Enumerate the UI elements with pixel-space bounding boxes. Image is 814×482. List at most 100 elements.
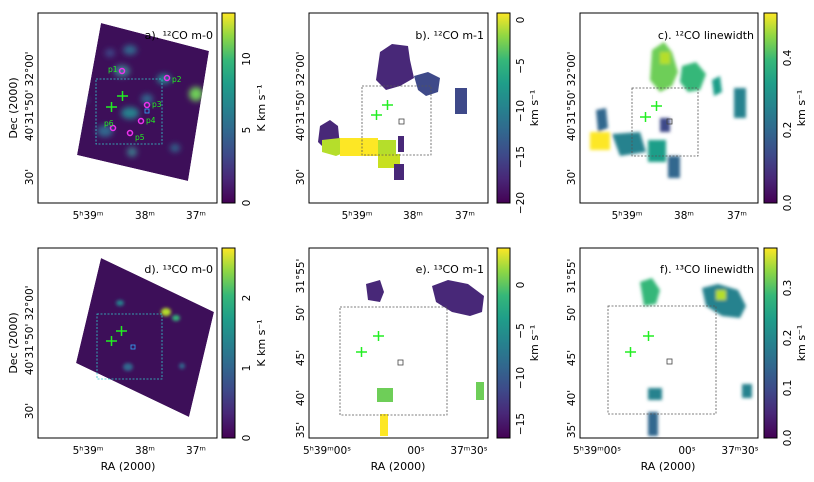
panel-f-xtick-1: 00ˢ [678, 445, 695, 457]
panel-f-ytick-1: 50' [566, 305, 578, 321]
cbar-c-label: km s⁻¹ [795, 90, 808, 127]
panel-c-xtick-1: 38ᵐ [674, 210, 694, 222]
cbar-a-label: K km s⁻¹ [255, 84, 268, 131]
cbar-b-tick-1: −5 [515, 58, 527, 73]
panel-f-xtick-0: 5ʰ39ᵐ00ˢ [573, 445, 621, 457]
panel-e-xlabel: RA (2000) [371, 460, 426, 473]
panel-f-title: f). ¹³CO linewidth [660, 263, 754, 276]
panel-b-ytick-2: 30' [295, 169, 307, 185]
panel-d-ylabel: Dec (2000) [7, 312, 20, 373]
panel-d-title: d). ¹³CO m-0 [144, 263, 213, 276]
panel-a-xtick-1: 38ᵐ [135, 210, 155, 222]
cbar-e-tick-0: 0 [515, 282, 527, 289]
cbar-b-tick-4: −20 [515, 192, 527, 214]
panel-a-ytick-2: 30' [24, 169, 36, 185]
colorbar-b [496, 12, 511, 204]
panel-c-xtick-2: 37ᵐ [727, 210, 747, 222]
panel-a-title: a). ¹²CO m-0 [145, 29, 213, 42]
colorbar-d [221, 247, 236, 439]
panel-f-xtick-2: 37ᵐ30ˢ [721, 445, 758, 457]
panel-d-ytick-1: 40' [24, 359, 36, 375]
panel-e-ytick-3: 40' [295, 390, 307, 406]
panel-b-xtick-2: 37ᵐ [455, 210, 475, 222]
panel-b-ytick-1: 40' [295, 125, 307, 141]
pink-position-markers [109, 67, 171, 137]
cbar-b-tick-0: 0 [515, 17, 527, 24]
cbar-c-tick-2: 0.4 [782, 49, 794, 66]
cbar-a-tick-1: 5 [241, 127, 253, 134]
cbar-c-tick-1: 0.2 [782, 122, 794, 139]
panel-f-ytick-3: 40' [566, 390, 578, 406]
cbar-e-tick-3: −15 [515, 413, 527, 435]
cbar-e-label: km s⁻¹ [528, 325, 541, 362]
panel-e-ytick-0: 31°55' [295, 259, 307, 294]
panel-b-xtick-1: 38ᵐ [403, 210, 423, 222]
colorbar-f [763, 247, 778, 439]
panel-e-xtick-0: 5ʰ39ᵐ00ˢ [303, 445, 351, 457]
panel-c-xtick-0: 5ʰ39ᵐ [612, 210, 643, 222]
panel-e: e). ¹³CO m-1 5ʰ39ᵐ00ˢ 00ˢ 37ᵐ30ˢ 31°55' … [295, 247, 541, 473]
panel-a-ytick-0: 31°50' 32°00' [24, 51, 36, 124]
colorbar-a [221, 12, 236, 204]
cbar-d-tick-2: 2 [241, 295, 253, 302]
panel-d-xtick-2: 37ᵐ [186, 445, 206, 457]
panel-e-xtick-1: 00ˢ [407, 445, 424, 457]
panel-f-ytick-4: 35' [566, 422, 578, 438]
panel-f-ytick-2: 45' [566, 350, 578, 366]
cbar-f-tick-1: 0.1 [782, 380, 794, 397]
cbar-b-tick-3: −15 [515, 146, 527, 168]
cbar-b-label: km s⁻¹ [528, 90, 541, 127]
panel-c: c). ¹²CO linewidth 5ʰ39ᵐ 38ᵐ 37ᵐ 31°50' … [566, 12, 808, 222]
cbar-f-tick-2: 0.2 [782, 330, 794, 347]
panel-d-ytick-0: 31°50' 32°00' [24, 285, 36, 358]
panel-d-xlabel: RA (2000) [101, 460, 156, 473]
label-p3: p3 [152, 100, 162, 109]
panel-a-ytick-1: 40' [24, 125, 36, 141]
panel-a: p1 p2 p3 p4 p5 p6 a). ¹²CO m-0 5ʰ39ᵐ 38ᵐ… [7, 12, 268, 222]
panel-c-ytick-1: 40' [566, 125, 578, 141]
panel-d: d). ¹³CO m-0 5ʰ39ᵐ 38ᵐ 37ᵐ 31°50' 32°00'… [7, 247, 268, 473]
panel-d-xtick-0: 5ʰ39ᵐ [73, 445, 104, 457]
cbar-f-tick-3: 0.3 [782, 280, 794, 297]
panel-e-ytick-4: 35' [295, 422, 307, 438]
cbar-f-tick-0: 0.0 [782, 430, 794, 447]
cbar-a-tick-0: 0 [241, 200, 253, 207]
panel-e-ytick-1: 50' [295, 305, 307, 321]
colorbar-c [763, 12, 778, 204]
panel-f-ytick-0: 31°55' [566, 259, 578, 294]
green-cross-markers [106, 91, 128, 112]
label-p2: p2 [172, 75, 182, 84]
label-p1: p1 [108, 65, 118, 74]
panel-c-ytick-2: 30' [566, 169, 578, 185]
panel-c-title: c). ¹²CO linewidth [658, 29, 754, 42]
panel-b-xtick-0: 5ʰ39ᵐ [342, 210, 373, 222]
panel-e-xtick-2: 37ᵐ30ˢ [450, 445, 487, 457]
panel-a-xtick-0: 5ʰ39ᵐ [73, 210, 104, 222]
cbar-d-tick-0: 0 [241, 435, 253, 442]
panel-e-ytick-2: 45' [295, 350, 307, 366]
cbar-f-label: km s⁻¹ [795, 325, 808, 362]
cbar-e-tick-2: −10 [515, 367, 527, 389]
panel-a-xtick-2: 37ᵐ [186, 210, 206, 222]
cbar-d-label: K km s⁻¹ [255, 319, 268, 366]
panel-f-xlabel: RA (2000) [641, 460, 696, 473]
panel-c-ytick-0: 31°50' 32°00' [566, 51, 578, 124]
cbar-b-tick-2: −10 [515, 100, 527, 122]
colorbar-e [496, 247, 511, 439]
panel-b: b). ¹²CO m-1 5ʰ39ᵐ 38ᵐ 37ᵐ 31°50' 32°00'… [295, 12, 541, 222]
cbar-d-tick-1: 1 [241, 365, 253, 372]
cbar-c-tick-0: 0.0 [782, 195, 794, 212]
label-p4: p4 [146, 116, 156, 125]
panel-f: f). ¹³CO linewidth 5ʰ39ᵐ00ˢ 00ˢ 37ᵐ30ˢ 3… [566, 247, 808, 473]
cbar-a-tick-2: 10 [241, 52, 253, 65]
panel-e-title: e). ¹³CO m-1 [416, 263, 484, 276]
label-p5: p5 [135, 133, 145, 142]
label-p6: p6 [104, 119, 114, 128]
panel-b-title: b). ¹²CO m-1 [415, 29, 484, 42]
panel-d-xtick-1: 38ᵐ [135, 445, 155, 457]
panel-b-ytick-0: 31°50' 32°00' [295, 51, 307, 124]
panel-d-ytick-2: 30' [24, 403, 36, 419]
panel-a-ylabel: Dec (2000) [7, 77, 20, 138]
cbar-e-tick-1: −5 [515, 323, 527, 338]
